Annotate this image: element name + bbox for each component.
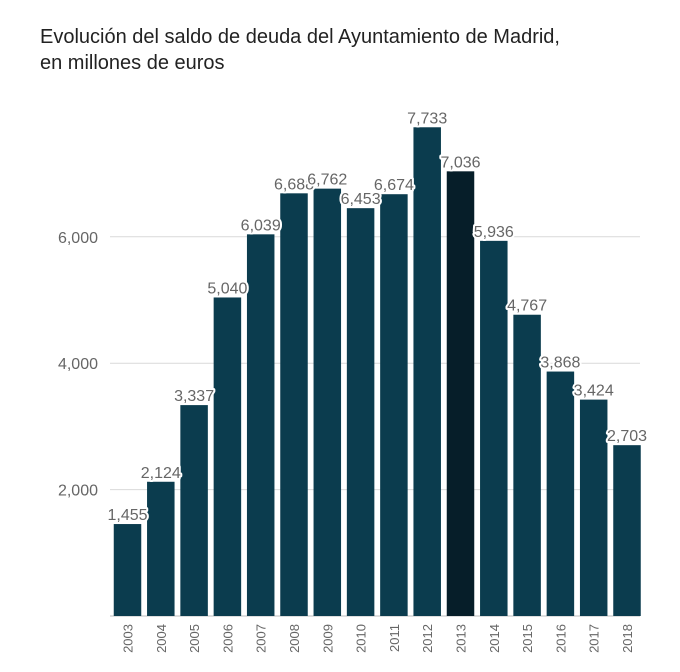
- bar-2004: [147, 481, 175, 616]
- chart-title-line-1: Evolución del saldo de deuda del Ayuntam…: [40, 26, 560, 48]
- x-tick-label-2008: 2008: [287, 624, 302, 653]
- data-label-2007: 6,039: [241, 217, 281, 234]
- data-label-2004: 2,124: [141, 465, 181, 482]
- bar-2008: [280, 193, 308, 616]
- x-tick-label-2018: 2018: [620, 624, 635, 653]
- x-tick-label-2005: 2005: [187, 624, 202, 653]
- x-tick-label-2013: 2013: [454, 624, 469, 653]
- data-label-2011: 6,674: [374, 177, 414, 194]
- data-label-2009: 6,762: [307, 172, 347, 189]
- x-tick-label-2012: 2012: [420, 624, 435, 653]
- data-label-2008: 6,688: [274, 176, 314, 193]
- data-label-2013: 7,036: [440, 154, 480, 171]
- bar-2009: [313, 188, 342, 616]
- chart-title-line-2: en millones de euros: [40, 52, 225, 74]
- bar-2017: [579, 399, 608, 616]
- x-axis-ticks: 2003 2004 2005 2006 2007 2008 2009 2010 2011 2012…: [121, 624, 636, 653]
- y-axis-ticks: 2,000 4,000 6,000: [58, 230, 98, 500]
- data-label-2016: 3,868: [540, 355, 580, 372]
- x-tick-label-2007: 2007: [254, 624, 269, 653]
- bar-2005: [180, 405, 208, 616]
- bars: [113, 127, 641, 617]
- bar-2006: [213, 297, 242, 616]
- bar-2018: [613, 445, 641, 616]
- data-label-2017: 3,424: [574, 383, 614, 400]
- data-label-2015: 4,767: [507, 298, 547, 315]
- x-tick-label-2017: 2017: [587, 624, 602, 653]
- bar-2003: [113, 524, 142, 616]
- bar-2011: [380, 194, 408, 617]
- data-label-2014: 5,936: [474, 224, 514, 241]
- x-tick-label-2006: 2006: [220, 624, 235, 653]
- data-label-2018: 2,703: [607, 428, 647, 445]
- data-label-2003: 1,455: [107, 507, 147, 524]
- y-tick-label: 6,000: [58, 230, 98, 247]
- x-tick-label-2011: 2011: [387, 624, 402, 652]
- x-tick-label-2009: 2009: [320, 624, 335, 653]
- x-tick-label-2016: 2016: [553, 624, 568, 653]
- y-tick-label: 4,000: [58, 356, 98, 373]
- x-tick-label-2015: 2015: [520, 624, 535, 653]
- chart-title: Evolución del saldo de deuda del Ayuntam…: [40, 24, 660, 76]
- y-tick-label: 2,000: [58, 483, 98, 500]
- bar-2007: [246, 234, 275, 616]
- bar-2013: [446, 171, 475, 616]
- bar-2014: [480, 240, 508, 617]
- x-tick-label-2003: 2003: [121, 624, 136, 653]
- data-label-2010: 6,453: [341, 191, 381, 208]
- bar-2015: [513, 314, 541, 616]
- data-label-2012: 7,733: [407, 110, 447, 127]
- x-tick-label-2010: 2010: [354, 624, 369, 653]
- data-label-2006: 5,040: [207, 280, 247, 297]
- bar-2016: [546, 371, 575, 616]
- x-tick-label-2004: 2004: [154, 624, 169, 653]
- x-tick-label-2014: 2014: [487, 624, 502, 653]
- bar-2010: [346, 208, 375, 616]
- data-label-2005: 3,337: [174, 388, 214, 405]
- bar-2012: [413, 127, 441, 616]
